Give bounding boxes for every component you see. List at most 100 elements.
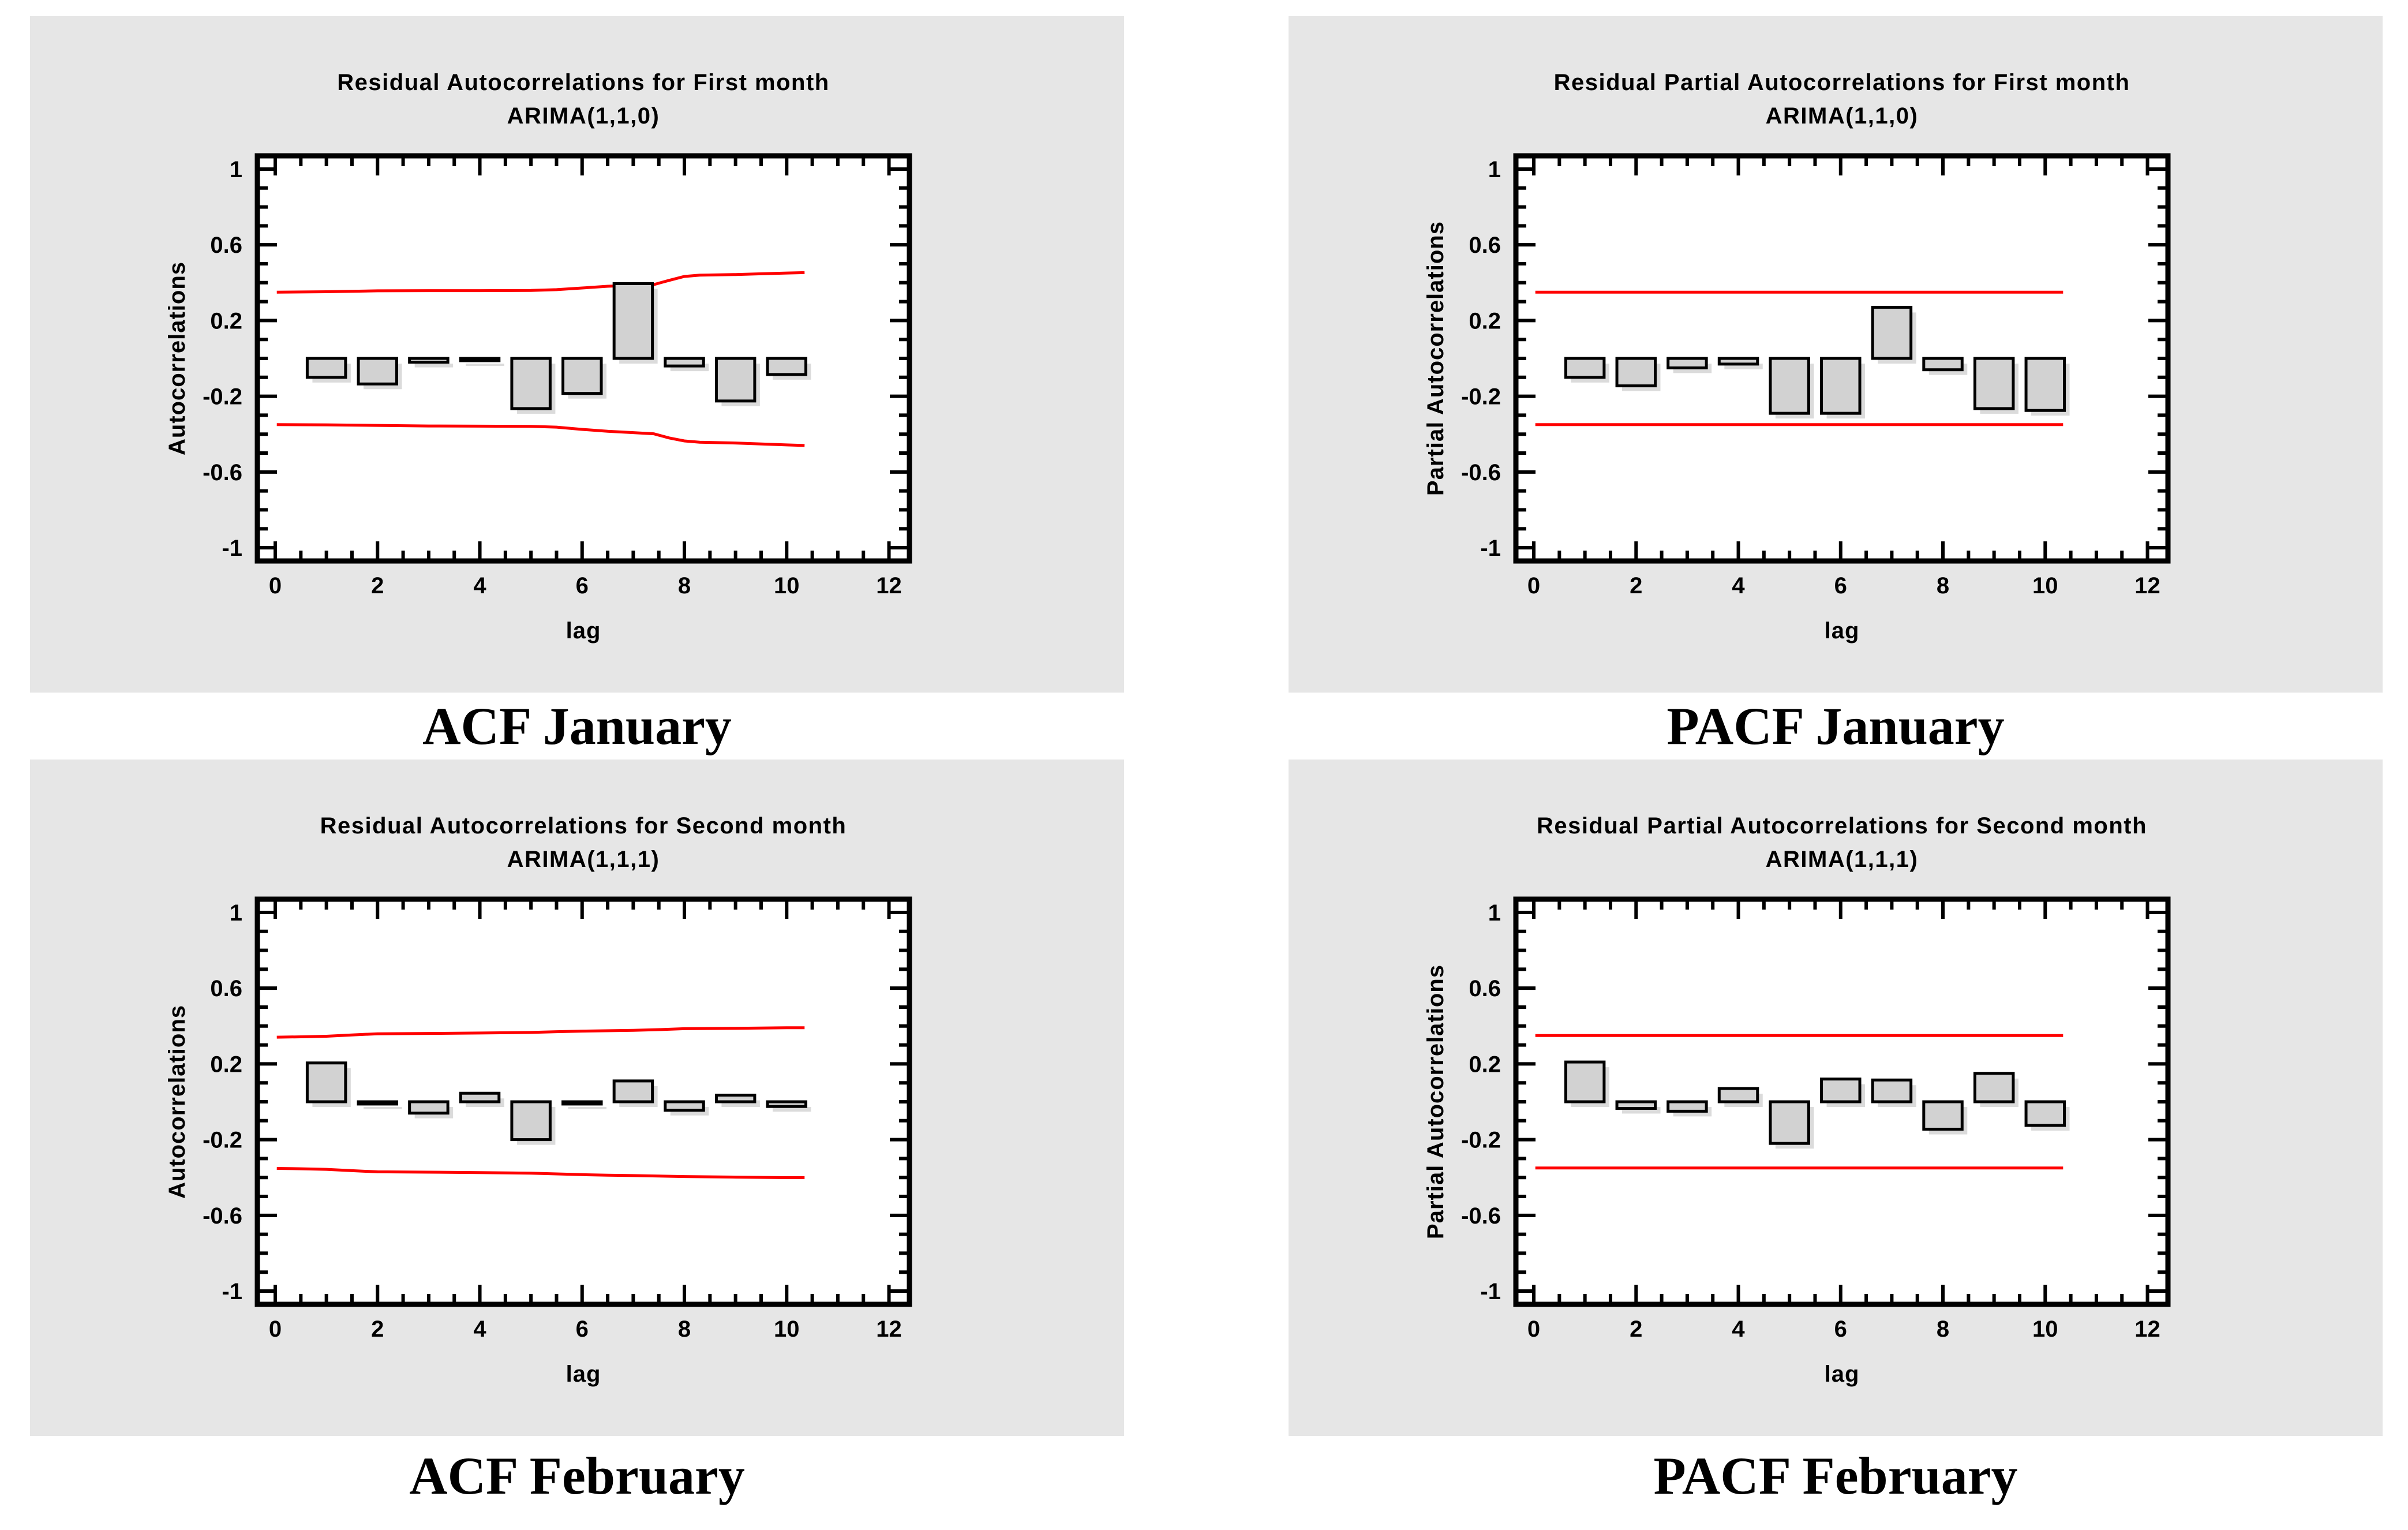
bar-lag-7 [1871,1078,1913,1103]
y-tick-label: -0.2 [1461,1128,1501,1153]
y-tick-label: 0.6 [210,976,242,1001]
y-axis-label: Autocorrelations [164,261,190,455]
bar-shadow [773,1107,811,1112]
x-tick-label: 6 [576,573,589,598]
y-tick-label: 0.2 [1469,1052,1501,1077]
bar-lag-8 [1922,357,1964,372]
x-tick-label: 8 [678,1316,691,1342]
chart-title-line2: ARIMA(1,1,1) [507,847,660,872]
y-tick-label: 0.2 [1469,308,1501,334]
bar-lag-8 [664,1100,705,1112]
x-tick-label: 12 [876,573,902,598]
y-tick-label: -1 [222,1279,242,1304]
chart-title-line1: Residual Autocorrelations for Second mon… [320,813,847,839]
bar-shadow [568,1107,607,1109]
x-axis-label: lag [566,618,601,644]
x-tick-label: 8 [678,573,691,598]
caption-acf-february: ACF February [409,1446,745,1505]
bar-lag-3 [1666,357,1708,369]
bar-lag-5 [1769,357,1810,415]
y-tick-label: -0.6 [1461,1203,1501,1229]
x-tick-label: 2 [1630,1316,1642,1342]
chart-acf-february: Residual Autocorrelations for Second mon… [164,813,912,1387]
y-tick-label: -1 [1480,536,1501,561]
y-tick-label: 1 [230,157,242,182]
x-tick-label: 2 [371,1316,384,1342]
x-tick-label: 6 [1834,573,1847,598]
bar-shadow [364,1107,402,1109]
plot-border [1513,896,2171,1307]
chart-acf-january: Residual Autocorrelations for First mont… [164,70,912,644]
y-tick-label: 1 [1488,900,1501,926]
bar-lag-10 [2024,1100,2066,1127]
bar-lag-9 [714,357,757,403]
y-tick-label: -1 [222,536,242,561]
chart-pacf-february: Residual Partial Autocorrelations for Se… [1423,813,2171,1387]
chart-title-line1: Residual Autocorrelations for First mont… [337,70,829,95]
x-tick-label: 2 [1630,573,1642,598]
plot-border [1513,153,2171,564]
y-tick-label: 1 [230,900,242,926]
y-tick-label: -0.2 [1461,384,1501,410]
bar-lag-3 [1666,1100,1708,1113]
bar-lag-1 [1564,357,1606,379]
x-axis-label: lag [1825,618,1860,644]
y-tick-label: 0.6 [1469,233,1501,258]
bar-lag-8 [664,357,705,368]
bar-shadow [414,364,454,368]
bar-lag-10 [2024,357,2066,412]
x-tick-label: 0 [1527,573,1540,598]
bar-lag-4 [1717,357,1759,366]
chart-title-line1: Residual Partial Autocorrelations for Se… [1537,813,2147,839]
x-tick-label: 4 [1732,573,1745,598]
bar-shadow [466,364,504,366]
bar-lag-6 [561,1100,603,1106]
bar-lag-2 [357,357,399,386]
lower-confidence-band [276,423,805,447]
x-tick-label: 12 [2134,573,2160,598]
chart-pacf-january: Residual Partial Autocorrelations for Fi… [1423,70,2171,644]
x-tick-label: 0 [269,573,282,598]
bar-lag-4 [1717,1087,1759,1103]
bar-lag-7 [612,282,654,360]
bar-lag-3 [408,357,450,364]
x-tick-label: 4 [1732,1316,1745,1342]
bar-lag-2 [1615,357,1657,388]
bar-shadow [1622,1107,1661,1114]
bar-lag-9 [1973,1072,2015,1103]
x-tick-label: 12 [876,1316,902,1342]
chart-title-line2: ARIMA(1,1,0) [507,103,660,129]
bar-lag-1 [305,357,347,379]
chart-title-line1: Residual Partial Autocorrelations for Fi… [1554,70,2130,95]
bar-lag-2 [1615,1100,1657,1110]
bar-shadow [721,1100,760,1107]
upper-confidence-band [276,1026,805,1039]
bar-lag-8 [1922,1100,1964,1131]
bar-lag-4 [459,357,501,362]
y-tick-label: 0.6 [1469,976,1501,1001]
bar-lag-1 [1564,1060,1606,1103]
y-axis-label: Partial Autocorrelations [1423,221,1448,496]
x-tick-label: 6 [1834,1316,1847,1342]
y-tick-label: 0.6 [210,233,242,258]
bar-lag-5 [510,357,552,410]
bar-lag-6 [1820,1078,1862,1103]
bar-lag-5 [1769,1100,1810,1145]
bar-lag-10 [766,1100,808,1108]
y-tick-label: -0.6 [203,1203,242,1229]
y-tick-label: -0.6 [1461,460,1501,485]
y-axis-label: Partial Autocorrelations [1423,964,1448,1239]
y-axis-label: Autocorrelations [164,1005,190,1199]
y-tick-label: -0.6 [203,460,242,485]
bar-lag-9 [714,1094,757,1103]
bar-lag-9 [1973,357,2015,410]
x-tick-label: 6 [576,1316,589,1342]
chart-title-line2: ARIMA(1,1,1) [1766,847,1919,872]
bar-lag-7 [1871,305,1913,360]
bar-lag-6 [1820,357,1862,415]
bar-lag-4 [459,1091,501,1103]
bar-lag-6 [561,357,603,395]
y-tick-label: -1 [1480,1279,1501,1304]
x-tick-label: 12 [2134,1316,2160,1342]
plot-border [254,896,912,1307]
